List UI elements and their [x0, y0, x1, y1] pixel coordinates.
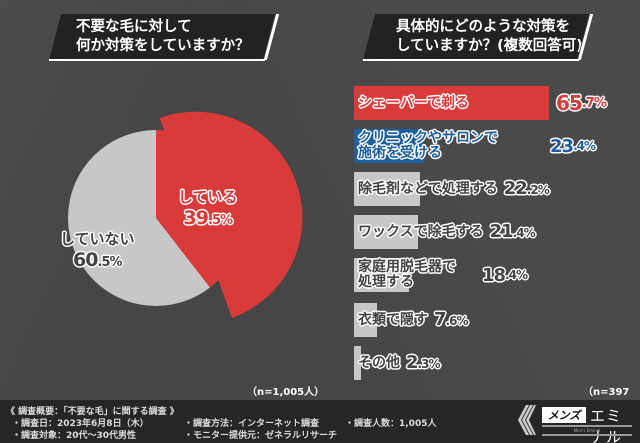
bar-name-line1: 家庭用脱毛器で — [358, 259, 456, 275]
bar-value-dec: .3% — [417, 356, 441, 371]
logo-stripes-icon — [518, 405, 536, 435]
bar-value-dec: .7% — [581, 95, 607, 111]
bar-value: 7.6% — [434, 308, 469, 330]
pie-yes-value: 39.5% — [178, 207, 238, 229]
left-title-line1: 不要な毛に対して — [76, 19, 192, 35]
bar-name: 除毛剤などで処理する — [358, 180, 498, 197]
pie-label-no: していない 60.5% — [60, 228, 135, 271]
bar-label: ワックスで除毛する 21.4% — [358, 215, 536, 249]
bar-row: 家庭用脱毛器で 処理する 18.4% — [354, 258, 634, 292]
bar-fill — [354, 258, 409, 292]
background — [0, 0, 640, 400]
pie-no-value: 60.5% — [60, 249, 135, 271]
bar-value-int: 21 — [489, 220, 514, 242]
left-sample-note: （n=1,005人） — [247, 387, 325, 398]
bar-name: 衣類で隠す — [358, 311, 428, 328]
bar-value-dec: .6% — [445, 313, 469, 328]
bar-row: 衣類で隠す 7.6% — [354, 303, 634, 337]
bar-label: シェーバーで剃る — [358, 86, 475, 120]
bar-value-int: 18 — [482, 264, 506, 286]
right-title-line1: 具体的にどのような対策を — [396, 19, 570, 35]
left-title-underline — [49, 59, 265, 61]
bar-name-line2: 施術を受ける — [358, 145, 442, 161]
bar-value: 2.3% — [406, 351, 441, 373]
bar-name: シェーバーで剃る — [358, 94, 470, 111]
bar-value: 65.7% — [556, 86, 607, 120]
pie-no-int: 60 — [73, 249, 98, 271]
bar-fill — [354, 215, 418, 249]
bar-fill — [354, 346, 361, 380]
left-question-title: 不要な毛に対して 何か対策をしていますか？ — [49, 14, 275, 60]
pie-yes-int: 39 — [183, 207, 209, 229]
pie-label-yes: している 39.5% — [178, 186, 238, 229]
bar-value-dec: .4% — [573, 139, 596, 153]
bar-value-dec: .2% — [526, 182, 550, 197]
survey-target: ・調査対象：20代〜30代男性 — [12, 431, 137, 441]
right-title-line2: していますか？(複数回答可) — [396, 38, 583, 54]
bar-row: クリニックやサロンで 施術を受ける 23.4% — [354, 129, 634, 163]
pie-no-name: していない — [60, 230, 135, 248]
bar-value: 18.4% — [482, 258, 528, 292]
bar-label: 衣類で隠す 7.6% — [358, 303, 469, 337]
logo-line-top — [542, 425, 632, 427]
logo-sub-text: Men's Eminal — [573, 428, 601, 433]
mens-eminal-logo: メンズ エミナル Men's Eminal — [518, 403, 636, 443]
right-question-title: 具体的にどのような対策を していますか？(複数回答可) — [363, 14, 589, 60]
bar-fill — [354, 303, 377, 337]
bar-name: ワックスで除毛する — [358, 223, 484, 240]
bar-label: クリニックやサロンで 施術を受ける — [358, 129, 498, 163]
survey-method: ・調査方法：インターネット調査 — [184, 419, 320, 429]
bar-value-dec: .4% — [505, 268, 528, 282]
bar-value: 23.4% — [550, 129, 596, 163]
bar-name-line2: 処理する — [358, 274, 414, 290]
survey-count: ・調査人数：1,005人 — [345, 419, 437, 429]
logo-box-text: メンズ — [542, 407, 586, 423]
left-title-line2: 何か対策をしていますか？ — [76, 38, 250, 54]
survey-date: ・調査日：2023年6月8日（木） — [12, 419, 149, 429]
bar-name-line1: クリニックやサロンで — [358, 130, 498, 146]
bar-value-int: 22 — [503, 177, 528, 199]
bar-label: 除毛剤などで処理する 22.2% — [358, 172, 550, 206]
pie-no-dec: .5% — [97, 255, 123, 270]
bar-row: 除毛剤などで処理する 22.2% — [354, 172, 634, 206]
bar-value-int: 2 — [406, 351, 418, 373]
bar-label: その他 2.3% — [358, 346, 441, 380]
pie-yes-dec: .5% — [208, 213, 233, 228]
bar-value-int: 23 — [550, 135, 574, 157]
survey-overview: 《 調査概要：「不要な毛」に関する調査 》 — [6, 407, 179, 417]
bar-row: シェーバーで剃る 65.7% — [354, 86, 634, 120]
bar-row: ワックスで除毛する 21.4% — [354, 215, 634, 249]
logo-line-bottom — [542, 434, 632, 436]
bar-name: その他 — [358, 354, 400, 371]
bar-value-int: 7 — [434, 308, 446, 330]
logo-main-text: エミナル — [590, 407, 623, 443]
bar-value: 22.2% — [503, 177, 550, 199]
bar-row: その他 2.3% — [354, 346, 634, 380]
pie-red-slice — [160, 111, 303, 318]
bar-fill — [354, 172, 420, 206]
bar-fill — [354, 86, 549, 120]
bar-value-int: 65 — [556, 91, 583, 115]
right-title-underline — [363, 59, 579, 61]
survey-provider: ・モニター提供元：ゼネラルリサーチ — [184, 431, 338, 441]
bar-label: 家庭用脱毛器で 処理する — [358, 258, 456, 292]
bar-value-dec: .4% — [512, 225, 536, 240]
bar-fill — [354, 129, 424, 163]
bar-value: 21.4% — [489, 220, 536, 242]
pie-yes-name: している — [178, 188, 238, 206]
